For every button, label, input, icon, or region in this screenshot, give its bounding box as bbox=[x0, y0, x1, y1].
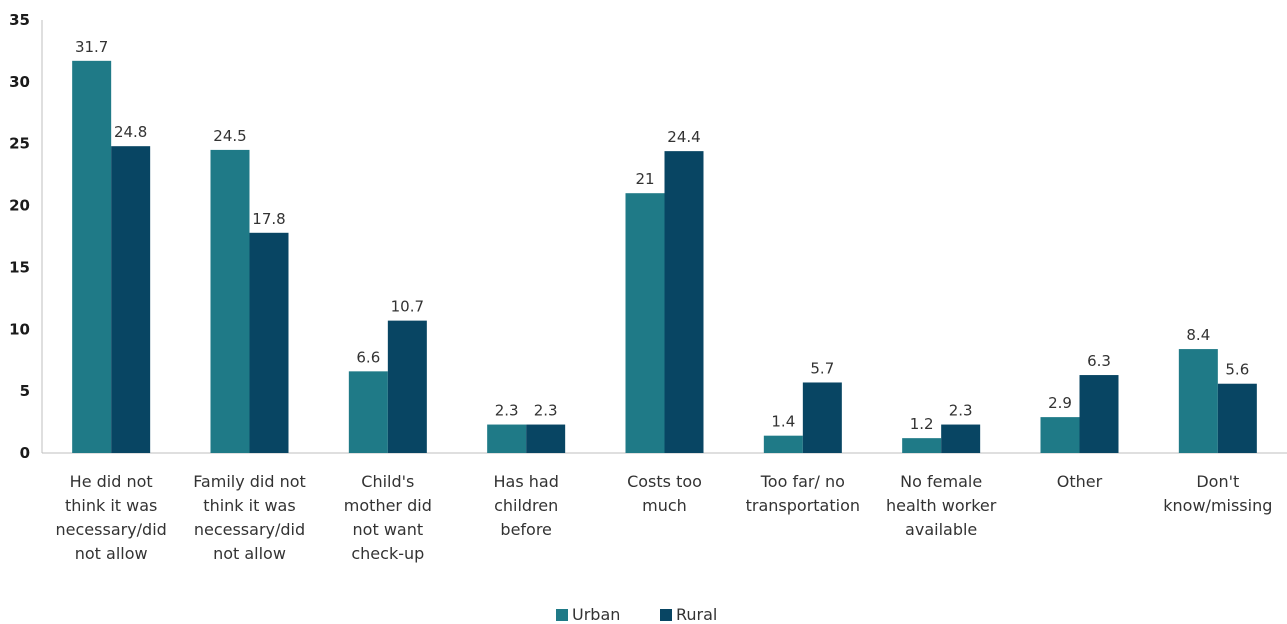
data-label-urban: 1.2 bbox=[910, 415, 934, 433]
data-label-urban: 2.3 bbox=[495, 402, 519, 420]
data-label-rural: 6.3 bbox=[1087, 352, 1111, 370]
x-tick-label-line: available bbox=[905, 520, 977, 539]
y-tick-label: 30 bbox=[9, 73, 30, 91]
bar-urban bbox=[72, 60, 112, 453]
y-tick-label: 10 bbox=[9, 320, 30, 338]
x-tick-label-line: necessary/did bbox=[56, 520, 167, 539]
data-label-urban: 1.4 bbox=[771, 413, 795, 431]
x-tick-label-line: Costs too bbox=[627, 472, 702, 491]
legend-label-rural: Rural bbox=[676, 605, 717, 624]
x-tick-label-line: Family did not bbox=[193, 472, 306, 491]
data-label-rural: 5.6 bbox=[1225, 361, 1249, 379]
x-tick-label-line: transportation bbox=[746, 496, 860, 515]
x-tick-label: Child's mother did not want check-up bbox=[344, 472, 432, 563]
data-label-rural: 5.7 bbox=[810, 359, 834, 377]
y-tick-label: 0 bbox=[20, 444, 30, 462]
x-tick-label: No female health worker available bbox=[886, 472, 997, 539]
x-tick-label-line: Don't bbox=[1196, 472, 1239, 491]
data-label-rural: 24.4 bbox=[667, 128, 700, 146]
legend-swatch-rural bbox=[660, 609, 672, 621]
bar-rural bbox=[111, 146, 151, 453]
data-label-urban: 2.9 bbox=[1048, 394, 1072, 412]
bar-rural bbox=[802, 382, 842, 453]
x-tick-label-line: Child's bbox=[361, 472, 414, 491]
bar-urban bbox=[348, 371, 388, 453]
bar-rural bbox=[1217, 383, 1257, 453]
bar-urban bbox=[763, 435, 803, 453]
bar-rural bbox=[941, 424, 981, 453]
x-tick-label-line: He did not bbox=[70, 472, 153, 491]
x-tick-label-line: not want bbox=[353, 520, 424, 539]
y-tick-label: 15 bbox=[9, 258, 30, 276]
legend-swatch-urban bbox=[556, 609, 568, 621]
x-tick-label-line: health worker bbox=[886, 496, 997, 515]
x-tick-label-line: not allow bbox=[75, 544, 148, 563]
bar-urban bbox=[902, 438, 942, 453]
data-label-rural: 17.8 bbox=[252, 210, 285, 228]
x-tick-label: Other bbox=[1057, 472, 1103, 491]
x-tick-label: Don't know/missing bbox=[1163, 472, 1272, 515]
x-tick-label-line: necessary/did bbox=[194, 520, 305, 539]
x-tick-label-line: check-up bbox=[351, 544, 424, 563]
bar-rural bbox=[526, 424, 566, 453]
x-tick-label: Too far/ no transportation bbox=[746, 472, 860, 515]
data-label-urban: 21 bbox=[635, 170, 654, 188]
y-tick-label: 5 bbox=[20, 382, 30, 400]
x-tick-label: Has had children before bbox=[493, 472, 558, 539]
x-tick-label-line: much bbox=[642, 496, 687, 515]
bar-urban bbox=[1178, 349, 1218, 453]
bar-urban bbox=[1040, 417, 1080, 453]
data-label-rural: 10.7 bbox=[391, 298, 424, 316]
data-label-rural: 2.3 bbox=[534, 402, 558, 420]
data-label-urban: 8.4 bbox=[1186, 326, 1210, 344]
data-label-rural: 24.8 bbox=[114, 123, 147, 141]
x-tick-label-line: Has had bbox=[493, 472, 558, 491]
bar-rural bbox=[387, 320, 427, 453]
legend-label-urban: Urban bbox=[572, 605, 620, 624]
y-tick-label: 20 bbox=[9, 197, 30, 215]
x-tick-label: Family did not think it was necessary/did n… bbox=[193, 472, 306, 563]
y-tick-label: 35 bbox=[9, 11, 30, 29]
x-tick-label-line: Too far/ no bbox=[760, 472, 845, 491]
bar-urban bbox=[210, 149, 250, 453]
bar-rural bbox=[1079, 375, 1119, 453]
y-tick-label: 25 bbox=[9, 135, 30, 153]
x-tick-label-line: think it was bbox=[203, 496, 295, 515]
x-tick-label-line: know/missing bbox=[1163, 496, 1272, 515]
bar-urban bbox=[625, 193, 665, 453]
data-label-urban: 31.7 bbox=[75, 38, 108, 56]
x-tick-label-line: mother did bbox=[344, 496, 432, 515]
data-label-urban: 6.6 bbox=[356, 348, 380, 366]
x-tick-label-line: think it was bbox=[65, 496, 157, 515]
data-label-rural: 2.3 bbox=[949, 402, 973, 420]
x-tick-label-line: children bbox=[494, 496, 558, 515]
x-tick-label-line: Other bbox=[1057, 472, 1103, 491]
x-tick-label: Costs too much bbox=[627, 472, 702, 515]
bar-rural bbox=[249, 232, 289, 453]
x-tick-label: He did not think it was necessary/did not a… bbox=[56, 472, 167, 563]
x-tick-label-line: not allow bbox=[213, 544, 286, 563]
bar-rural bbox=[664, 151, 704, 453]
x-tick-label-line: No female bbox=[900, 472, 982, 491]
data-label-urban: 24.5 bbox=[213, 127, 246, 145]
bar-urban bbox=[487, 424, 527, 453]
x-tick-label-line: before bbox=[500, 520, 552, 539]
